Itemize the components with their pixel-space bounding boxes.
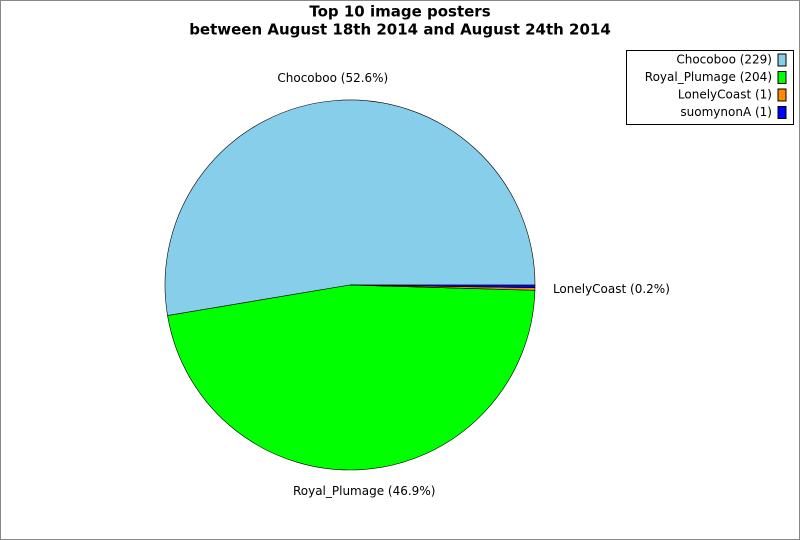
legend-swatch bbox=[777, 53, 787, 67]
slice-label: LonelyCoast (0.2%) bbox=[553, 282, 670, 296]
legend-label: Chocoboo (229) bbox=[676, 53, 772, 67]
legend-label: suomynonA (1) bbox=[680, 105, 772, 119]
legend-label: LonelyCoast (1) bbox=[678, 88, 772, 102]
legend-box bbox=[626, 50, 794, 125]
chart-title: Top 10 image posters bbox=[309, 3, 490, 21]
pie-slice bbox=[349, 284, 536, 288]
chart-subtitle: between August 18th 2014 and August 24th… bbox=[189, 21, 611, 39]
slice-label: Royal_Plumage (46.9%) bbox=[293, 484, 435, 498]
legend-label: Royal_Plumage (204) bbox=[645, 70, 772, 84]
legend-swatch bbox=[777, 71, 787, 84]
legend-swatch bbox=[777, 106, 787, 119]
pie-slice bbox=[167, 284, 536, 471]
slice-label: Chocoboo (52.6%) bbox=[277, 71, 388, 85]
legend-swatch bbox=[777, 88, 787, 102]
pie-slice bbox=[164, 99, 536, 316]
